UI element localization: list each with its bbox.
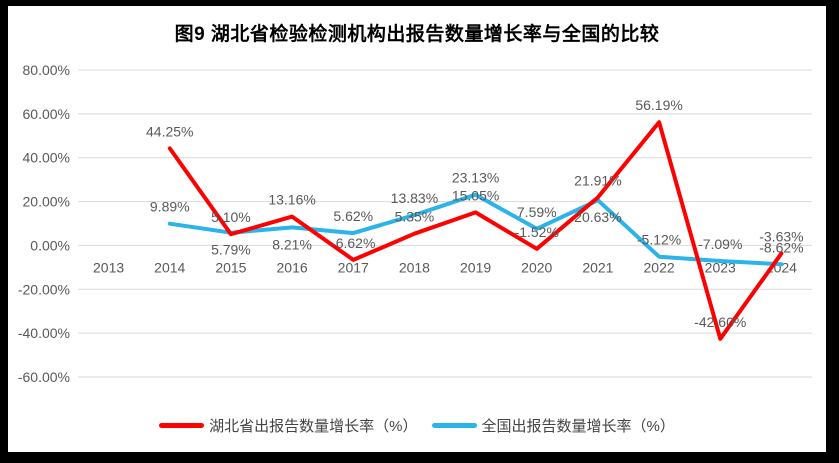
y-axis-tick-label: -40.00% xyxy=(18,325,70,341)
y-axis-tick-label: 80.00% xyxy=(23,62,70,78)
chart-legend: 湖北省出报告数量增长率（%） 全国出报告数量增长率（%） xyxy=(8,415,826,436)
x-axis-label: 2022 xyxy=(644,259,675,275)
hubei-data-label: -6.62% xyxy=(331,235,375,251)
chart-title: 图9 湖北省检验检测机构出报告数量增长率与全国的比较 xyxy=(174,24,660,45)
x-axis-label: 2018 xyxy=(399,259,430,275)
hubei-data-label: -1.52% xyxy=(515,224,559,240)
y-axis-tick-label: 20.00% xyxy=(23,194,70,210)
legend-label-hubei: 湖北省出报告数量增长率（%） xyxy=(209,418,418,435)
national-data-label: 7.59% xyxy=(517,204,557,220)
y-axis-tick-label: -60.00% xyxy=(18,369,70,385)
national-data-label: 5.79% xyxy=(211,242,251,258)
x-axis-label: 2021 xyxy=(582,259,613,275)
x-axis-label: 2014 xyxy=(154,259,185,275)
hubei-data-label: 56.19% xyxy=(635,97,682,113)
x-axis-label: 2016 xyxy=(277,259,308,275)
legend-label-national: 全国出报告数量增长率（%） xyxy=(481,418,675,435)
hubei-line-swatch-icon xyxy=(159,423,205,428)
national-data-label: 13.83% xyxy=(391,190,438,206)
x-axis-label: 2015 xyxy=(215,259,246,275)
y-axis-tick-label: 40.00% xyxy=(23,150,70,166)
hubei-data-label: 13.16% xyxy=(268,192,315,208)
x-axis-label: 2019 xyxy=(460,259,491,275)
legend-item-hubei: 湖北省出报告数量增长率（%） xyxy=(159,415,418,436)
national-data-label: 23.13% xyxy=(452,170,499,186)
y-axis-tick-label: -20.00% xyxy=(18,281,70,297)
national-line-swatch-icon xyxy=(431,423,477,428)
hubei-data-label: -42.60% xyxy=(694,314,746,330)
hubei-data-label: -3.63% xyxy=(759,228,803,244)
national-data-label: 9.89% xyxy=(150,199,190,215)
y-axis-tick-label: 0.00% xyxy=(30,237,70,253)
line-chart-canvas: 80.00% 60.00% 40.00% 20.00% 0.00% -20.00% -40.… xyxy=(18,62,812,385)
y-axis-tick-label: 60.00% xyxy=(23,106,70,122)
national-data-label: -8.62% xyxy=(759,239,803,255)
x-axis-label: 2013 xyxy=(93,259,124,275)
national-data-label: -7.09% xyxy=(698,236,742,252)
national-data-label: 8.21% xyxy=(272,236,312,252)
national-series-line xyxy=(167,192,784,267)
x-axis-label: 2020 xyxy=(521,259,552,275)
national-data-label: 5.62% xyxy=(333,208,373,224)
national-data-label: 20.63% xyxy=(574,209,621,225)
hubei-series-line xyxy=(167,120,784,341)
hubei-data-label: 21.91% xyxy=(574,172,621,188)
hubei-data-label: 44.25% xyxy=(146,123,193,139)
hubei-data-label: 5.35% xyxy=(395,209,435,225)
hubei-data-label: 5.10% xyxy=(211,209,251,225)
hubei-data-label: 15.05% xyxy=(452,187,499,203)
legend-item-national: 全国出报告数量增长率（%） xyxy=(431,415,675,436)
x-axis-label: 2017 xyxy=(338,259,369,275)
national-data-label: -5.12% xyxy=(637,232,681,248)
